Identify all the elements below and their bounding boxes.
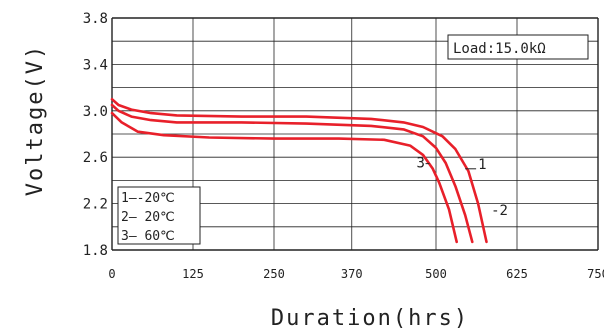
load-box: Load:15.0kΩ [447,34,589,60]
y-tick-label: 2.6 [83,150,108,166]
tick-labels: 1.8 2.2 2.6 3.0 3.4 3.8 0 125 250 370 500 625 750 [83,11,604,281]
x-tick-label: 500 [425,267,447,281]
curve-annotations: 1 -2 3 [417,156,508,220]
curve-label-0: 1 [478,157,486,173]
curves [110,97,488,244]
series-line-1 [110,103,474,244]
x-tick-label: 250 [263,267,285,281]
legend-entry-2: 2— 20℃ [121,210,175,225]
x-tick-label: 625 [506,267,528,281]
x-tick-label: 750 [587,267,604,281]
y-tick-label: 3.0 [83,104,108,120]
y-tick-label: 3.4 [83,57,108,73]
y-tick-label: 3.8 [83,11,108,27]
y-tick-label: 2.2 [83,197,108,213]
x-tick-label: 0 [108,267,115,281]
series-line-3 [110,111,459,244]
legend-entry-1: 1—-20℃ [121,191,175,206]
y-tick-label: 1.8 [83,243,108,259]
grid-lines [111,17,599,251]
series-line-2 [110,97,488,244]
x-tick-label: 125 [182,267,204,281]
y-axis-title: Voltage(V) [23,44,48,196]
x-axis-title: Duration(hrs) [271,306,469,329]
legend: 1—-20℃ 2— 20℃ 3— 60℃ [117,186,201,245]
x-tick-label: 370 [341,267,363,281]
load-label: Load:15.0kΩ [453,41,546,57]
curve-label-1: -2 [491,203,508,219]
legend-entry-3: 3— 60℃ [121,229,175,244]
curve-label-2: 3 [417,156,425,172]
